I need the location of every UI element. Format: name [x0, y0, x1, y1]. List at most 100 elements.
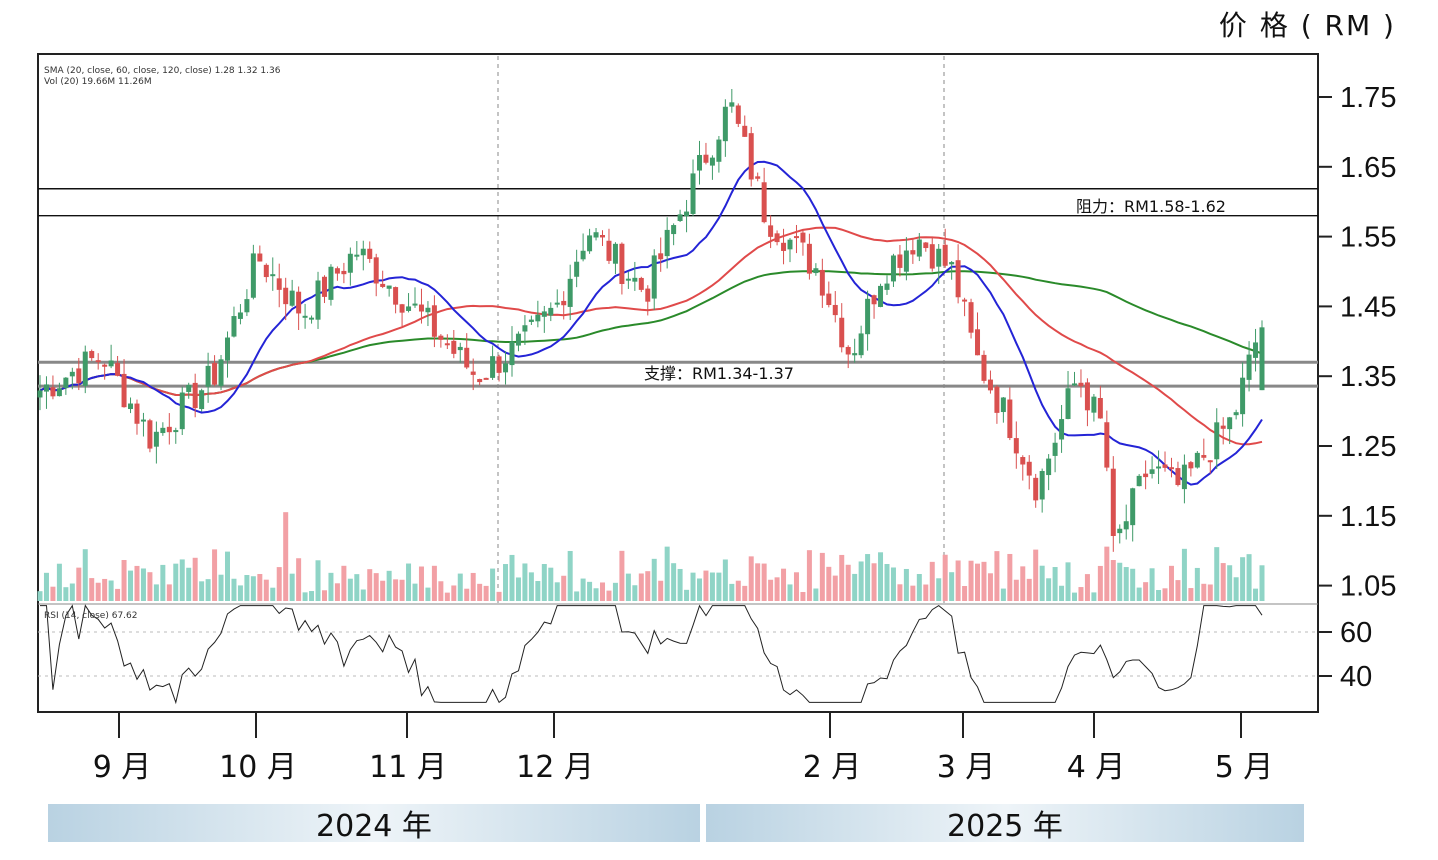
volume-bar	[140, 568, 146, 601]
volume-bar	[1253, 588, 1259, 601]
candle-body	[1143, 473, 1149, 478]
volume-bar	[897, 584, 903, 601]
candle-body	[548, 307, 554, 316]
volume-bar	[981, 561, 987, 601]
volume-bar	[625, 573, 631, 601]
volume-bar	[696, 578, 702, 601]
candle-body	[813, 268, 819, 274]
volume-bar	[457, 573, 463, 601]
candle-body	[367, 248, 373, 259]
volume-bar	[173, 563, 179, 601]
candle-body	[76, 368, 82, 384]
candle-body	[658, 253, 664, 260]
volume-bar	[658, 580, 664, 601]
candle-body	[606, 240, 612, 261]
year-band-2024: 2024 年	[48, 804, 700, 844]
candle-body	[1007, 399, 1013, 439]
candle-body	[425, 307, 431, 313]
volume-bar	[768, 579, 774, 601]
volume-bar	[722, 559, 728, 601]
volume-bar	[910, 585, 916, 601]
candle-body	[742, 125, 748, 137]
month-label-mar: 3 月	[936, 750, 996, 785]
volume-bar	[296, 558, 302, 601]
volume-bar	[929, 561, 935, 601]
volume-bar	[1149, 568, 1155, 601]
volume-bar	[865, 554, 871, 601]
candle-body	[160, 427, 166, 434]
price-tick-label: 1.35	[1340, 361, 1396, 393]
sma-legend: SMA (20, close, 60, close, 120, close) 1…	[44, 66, 281, 76]
volume-bar	[819, 552, 825, 601]
candle-body	[393, 287, 399, 305]
volume-bar	[470, 572, 476, 601]
volume-bar	[82, 549, 88, 601]
volume-bar	[839, 554, 845, 601]
volume-bar	[1039, 565, 1045, 601]
volume-bar	[1220, 563, 1226, 601]
volume-bar	[503, 564, 509, 601]
candle-body	[354, 254, 360, 257]
volume-bar	[309, 591, 315, 601]
candle-body	[1000, 397, 1006, 413]
candle-body	[347, 253, 353, 273]
candle-body	[561, 300, 567, 306]
volume-bar	[509, 554, 515, 601]
volume-bar	[671, 563, 677, 601]
candle-body	[503, 363, 509, 373]
candle-body	[826, 293, 832, 306]
volume-bar	[1013, 579, 1019, 601]
rsi-tick-label: 40	[1340, 661, 1372, 693]
volume-bar	[1130, 568, 1136, 601]
candle-body	[205, 365, 211, 387]
volume-bar	[393, 579, 399, 601]
volume-bar	[1104, 546, 1110, 601]
volume-bar	[1046, 578, 1052, 601]
candle-body	[1240, 377, 1246, 415]
volume-bar	[574, 591, 580, 601]
candle-body	[593, 232, 599, 238]
volume-bar	[987, 573, 993, 601]
candle-body	[962, 299, 968, 302]
candle-body	[865, 298, 871, 335]
volume-bar	[205, 579, 211, 601]
volume-bar	[1007, 553, 1013, 601]
candle-body	[774, 233, 780, 243]
candle-body	[509, 341, 515, 366]
candle-body	[1097, 397, 1103, 419]
volume-bar	[554, 582, 560, 601]
volume-bar	[147, 572, 153, 601]
volume-bar	[218, 574, 224, 601]
candle-body	[438, 335, 444, 340]
volume-bar	[806, 550, 812, 601]
candle-body	[263, 264, 269, 278]
price-tick-label: 1.65	[1340, 152, 1396, 184]
rsi-tick-label: 60	[1340, 617, 1372, 649]
candle-body	[199, 390, 205, 410]
volume-bar	[128, 570, 134, 601]
volume-bar	[1026, 578, 1032, 601]
volume-bar	[380, 580, 386, 601]
volume-bar	[1110, 560, 1116, 601]
candle-body	[878, 285, 884, 307]
volume-bar	[1259, 565, 1265, 601]
candle-body	[43, 384, 49, 392]
candle-body	[806, 243, 812, 274]
candle-body	[121, 373, 127, 408]
candle-body	[231, 316, 237, 337]
volume-bar	[1084, 574, 1090, 601]
candle-body	[302, 315, 308, 318]
price-tick-label: 1.55	[1340, 222, 1396, 254]
volume-bar	[1201, 583, 1207, 601]
candle-body	[800, 232, 806, 243]
volume-bar	[858, 561, 864, 601]
volume-bar	[257, 574, 263, 601]
volume-bar	[1020, 566, 1026, 601]
volume-bar	[212, 549, 218, 601]
candle-body	[664, 229, 670, 257]
candle-body	[703, 154, 709, 163]
volume-bar	[1033, 549, 1039, 601]
sma60-line	[39, 226, 1263, 446]
resistance-label: 阻力：RM1.58-1.62	[1076, 197, 1226, 216]
volume-bar	[115, 588, 121, 601]
